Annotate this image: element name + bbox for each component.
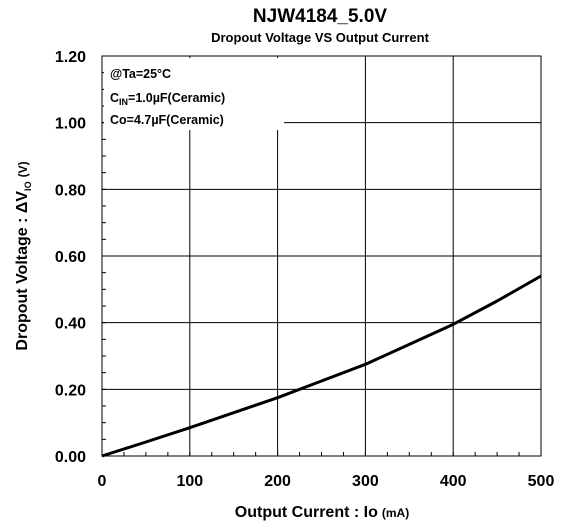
y-tick-label: 0.20 [55,382,86,399]
annotation-cin: CIN=1.0µF(Ceramic) [110,91,225,107]
chart-subtitle: Dropout Voltage VS Output Current [211,30,430,45]
annotation-co: Co=4.7µF(Ceramic) [110,113,224,127]
series-line [101,274,542,458]
y-axis-label-sub: IO [23,181,33,191]
y-tick-labels: 0.00 0.20 0.40 0.60 0.80 1.00 1.20 [55,49,86,466]
x-tick-label: 200 [264,473,291,490]
x-tick-label: 0 [98,473,107,490]
y-tick-label: 0.80 [55,182,86,199]
x-tick-label: 400 [440,473,467,490]
annotation-cin-sub: IN [119,97,128,107]
x-axis-label-text: Output Current : Io [235,504,378,521]
annotation-temp: @Ta=25°C [110,67,171,81]
y-axis-unit: (V) [16,161,30,177]
chart-title: NJW4184_5.0V [253,6,387,27]
y-tick-label: 1.20 [55,49,86,66]
x-tick-label: 300 [352,473,379,490]
y-axis-label-text: Dropout Voltage : ΔV [14,191,31,351]
y-tick-label: 0.60 [55,249,86,266]
y-tick-label: 1.00 [55,116,86,133]
x-axis-label: Output Current : Io (mA) [235,504,409,521]
x-tick-label: 500 [528,473,555,490]
annotation-background [104,58,284,130]
x-tick-label: 100 [176,473,203,490]
x-axis-unit: (mA) [382,506,409,520]
y-tick-label: 0.00 [55,449,86,466]
annotation-cin-value: =1.0µF(Ceramic) [128,91,225,105]
y-axis-label: Dropout Voltage : ΔVIO (V) [14,161,33,350]
y-tick-label: 0.40 [55,316,86,333]
annotation-cin-c: C [110,91,119,105]
x-tick-labels: 0 100 200 300 400 500 [98,473,555,490]
